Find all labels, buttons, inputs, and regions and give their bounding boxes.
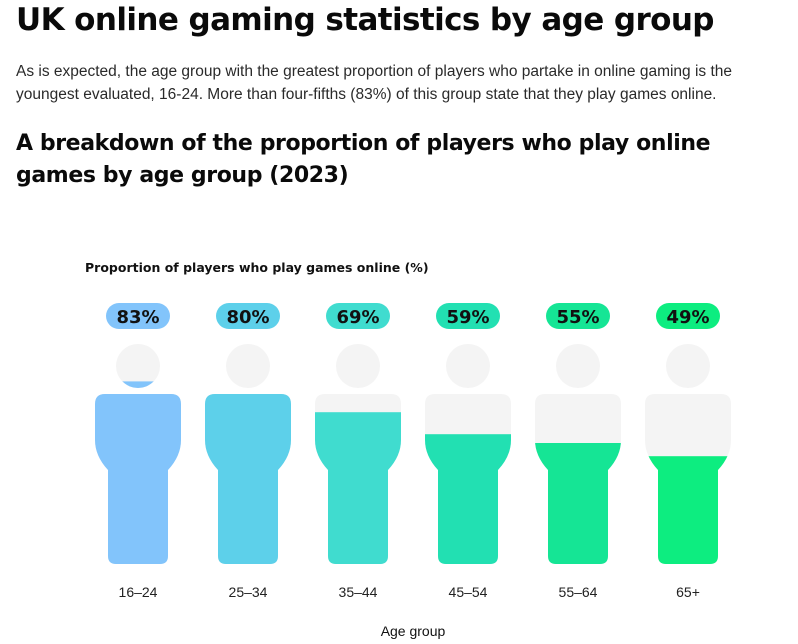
category-label: 25–34 <box>229 584 268 600</box>
category-label: 45–54 <box>449 584 488 600</box>
value-label-pill <box>436 303 500 329</box>
value-fill-bar <box>535 443 621 564</box>
value-label: 83% <box>116 307 159 328</box>
value-label-pill <box>106 303 170 329</box>
person-head-bg <box>446 344 490 388</box>
category-label: 16–24 <box>119 584 158 600</box>
value-label-pill <box>326 303 390 329</box>
person-figure-3: 69% 35–44 <box>315 303 401 600</box>
category-label: 55–64 <box>559 584 598 600</box>
value-fill-bar <box>645 456 731 564</box>
person-figure-5: 55% 55–64 <box>535 303 621 600</box>
value-label-pill <box>546 303 610 329</box>
value-label: 69% <box>336 307 379 328</box>
person-head-bg <box>226 344 270 388</box>
person-figure-2: 80% 25–34 <box>205 303 291 600</box>
value-label-pill <box>216 303 280 329</box>
person-head-bg <box>116 344 160 388</box>
intro-paragraph: As is expected, the age group with the g… <box>16 63 733 103</box>
category-label: 35–44 <box>339 584 378 600</box>
chart-x-axis-label: Age group <box>380 623 446 639</box>
chart-section-heading: A breakdown of the proportion of players… <box>16 131 711 188</box>
value-label: 55% <box>556 307 599 328</box>
value-fill-bar <box>425 434 511 564</box>
value-label: 59% <box>446 307 489 328</box>
value-label: 49% <box>666 307 709 328</box>
page-title: UK online gaming statistics by age group <box>16 2 714 38</box>
value-fill-bar <box>315 412 401 564</box>
category-label: 65+ <box>676 584 700 600</box>
person-head-bg <box>666 344 710 388</box>
person-head-bg <box>556 344 600 388</box>
person-head-bg <box>336 344 380 388</box>
value-label-pill <box>656 303 720 329</box>
value-label: 80% <box>226 307 269 328</box>
person-figure-6: 49% 65+ <box>645 303 731 600</box>
person-figure-1: 83% 16–24 <box>95 303 181 600</box>
person-figure-4: 59% 45–54 <box>425 303 511 600</box>
value-fill-bar <box>95 381 181 564</box>
chart-y-axis-label: Proportion of players who play games onl… <box>85 260 429 275</box>
value-fill-bar <box>205 388 291 564</box>
